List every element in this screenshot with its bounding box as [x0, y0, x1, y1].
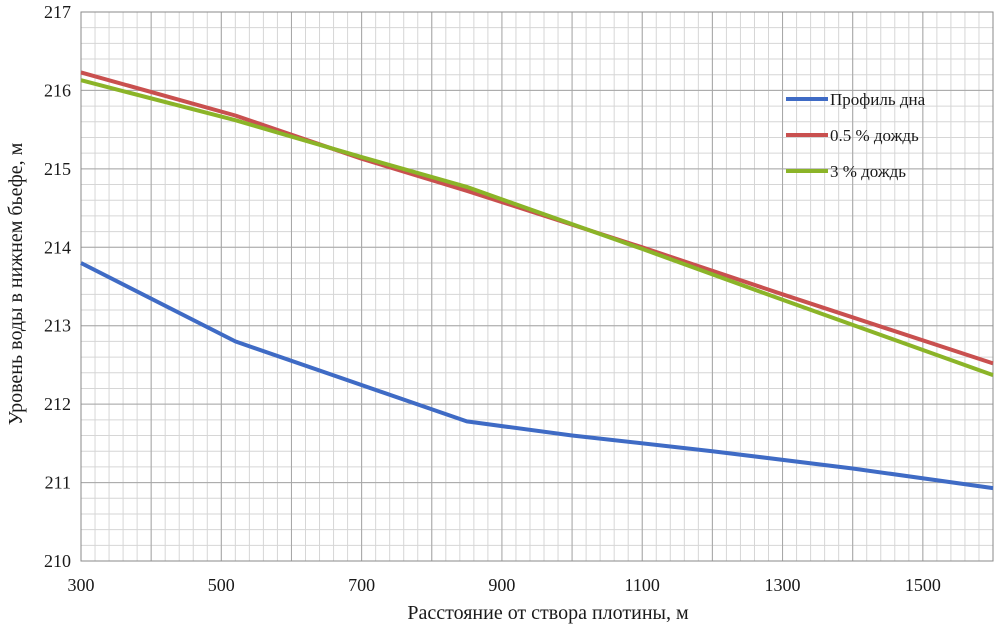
y-tick-label: 217 — [44, 2, 71, 22]
x-tick-label: 900 — [488, 575, 515, 595]
y-axis-tick-labels: 210 211 212 213 214 215 216 217 — [44, 2, 71, 571]
x-tick-label: 700 — [348, 575, 375, 595]
legend-label-3: 3 % дождь — [830, 162, 906, 181]
x-tick-label: 1300 — [765, 575, 801, 595]
plot-area-frame — [80, 11, 994, 562]
y-tick-label: 213 — [44, 316, 71, 336]
y-tick-label: 216 — [44, 80, 71, 100]
y-tick-label: 211 — [45, 473, 71, 493]
y-tick-label: 212 — [44, 394, 71, 414]
series-line-3 — [80, 78, 994, 377]
series-lines — [80, 70, 994, 491]
legend: Профиль дна 0.5 % дождь 3 % дождь — [786, 90, 926, 181]
x-tick-label: 500 — [208, 575, 235, 595]
legend-label-1: Профиль дна — [830, 90, 926, 109]
series-line-1 — [80, 261, 994, 491]
y-axis-title: Уровень воды в нижнем бьефе, м — [5, 142, 27, 425]
x-tick-label: 300 — [68, 575, 95, 595]
series-line-2 — [80, 70, 994, 366]
x-tick-label: 1100 — [625, 575, 660, 595]
y-tick-label: 214 — [44, 237, 71, 257]
x-axis-tick-labels: 300 500 700 900 1100 1300 1500 — [68, 575, 941, 595]
y-tick-label: 210 — [44, 551, 71, 571]
x-tick-label: 1500 — [905, 575, 941, 595]
y-tick-label: 215 — [44, 159, 71, 179]
x-axis-title: Расстояние от створа плотины, м — [407, 602, 689, 624]
legend-label-2: 0.5 % дождь — [830, 126, 919, 145]
